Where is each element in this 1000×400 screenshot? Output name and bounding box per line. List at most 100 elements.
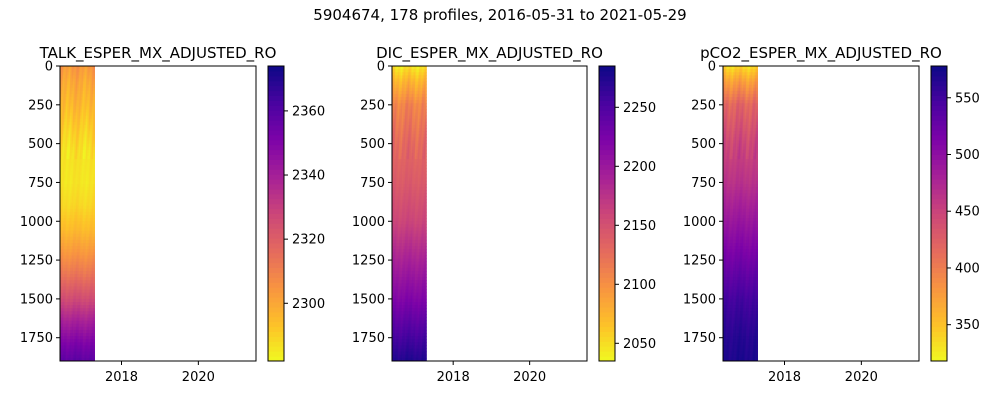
heatmap-cell	[75, 354, 78, 359]
heatmap-cell	[91, 149, 94, 154]
heatmap-cell	[410, 270, 413, 275]
heatmap-cell	[416, 125, 419, 129]
heatmap-cell	[420, 149, 423, 154]
heatmap-cell	[412, 317, 414, 322]
heatmap-cell	[402, 125, 404, 129]
heatmap-cell	[410, 149, 413, 154]
heatmap-cell	[64, 165, 67, 169]
heatmap-cell	[725, 134, 728, 138]
heatmap-cell	[394, 177, 397, 182]
heatmap-cell	[410, 224, 413, 228]
heatmap-cell	[422, 342, 424, 346]
heatmap-cell	[80, 292, 83, 297]
heatmap-cell	[64, 218, 67, 222]
heatmap-cell	[87, 351, 90, 356]
heatmap-cell	[77, 125, 80, 129]
heatmap-cell	[81, 221, 84, 225]
heatmap-cell	[87, 143, 90, 148]
heatmap-cell	[725, 103, 728, 107]
heatmap-cell	[81, 199, 84, 204]
heatmap-cell	[85, 174, 88, 179]
heatmap-cell	[410, 162, 413, 166]
heatmap-cell	[61, 283, 64, 287]
heatmap-cell	[71, 146, 74, 151]
heatmap-cell	[85, 208, 88, 213]
heatmap-cell	[422, 90, 424, 95]
heatmap-cell	[402, 227, 404, 231]
heatmap-cell	[71, 134, 74, 138]
heatmap-cell	[65, 199, 68, 204]
heatmap-cell	[400, 69, 403, 73]
heatmap-cell	[423, 193, 426, 197]
heatmap-cell	[400, 329, 403, 334]
heatmap-cell	[91, 302, 94, 306]
heatmap-cell	[84, 230, 87, 235]
colorbar-segment	[268, 203, 284, 210]
heatmap-cell	[90, 224, 93, 228]
heatmap-cell	[75, 168, 78, 172]
heatmap-cell	[61, 249, 64, 253]
heatmap-cell	[83, 171, 85, 176]
heatmap-cell	[420, 274, 423, 278]
colorbar-segment	[268, 228, 284, 234]
heatmap-cell	[71, 292, 74, 297]
heatmap-cell	[88, 81, 91, 86]
heatmap-cell	[68, 205, 71, 210]
heatmap-cell	[68, 103, 71, 107]
heatmap-cell	[403, 177, 406, 182]
heatmap-cell	[410, 308, 413, 312]
heatmap-cell	[397, 143, 400, 148]
heatmap-cell	[407, 146, 410, 151]
heatmap-cell	[67, 317, 70, 322]
heatmap-cell	[412, 280, 414, 284]
heatmap-cell	[74, 218, 77, 222]
heatmap-cell	[81, 230, 84, 235]
heatmap-cell	[65, 345, 68, 349]
heatmap-cell	[71, 233, 74, 238]
heatmap-cell	[64, 100, 67, 104]
heatmap-cell	[422, 84, 424, 89]
heatmap-cell	[91, 196, 94, 200]
heatmap-cell	[419, 84, 422, 89]
heatmap-cell	[91, 351, 94, 356]
heatmap-cell	[406, 277, 409, 281]
heatmap-cell	[725, 177, 728, 182]
heatmap-cell	[400, 218, 403, 222]
heatmap-cell	[68, 118, 71, 123]
heatmap-cell	[423, 121, 426, 126]
heatmap-cell	[71, 295, 74, 300]
heatmap-cell	[393, 125, 396, 129]
colorbar-segment	[599, 336, 615, 342]
heatmap-cell	[416, 264, 419, 269]
heatmap-cell	[399, 162, 401, 166]
heatmap-cell	[403, 354, 406, 359]
heatmap-cell	[71, 221, 74, 225]
heatmap-cell	[396, 168, 399, 172]
heatmap-cell	[403, 184, 406, 188]
heatmap-cell	[404, 190, 407, 194]
heatmap-cell	[74, 115, 77, 120]
heatmap-cell	[392, 97, 394, 101]
heatmap-cell	[72, 292, 75, 297]
heatmap-cell	[64, 342, 67, 346]
heatmap-cell	[404, 87, 407, 92]
heatmap-cell	[402, 277, 404, 281]
heatmap-cell	[60, 171, 62, 176]
heatmap-cell	[413, 258, 416, 263]
heatmap-cell	[68, 208, 71, 213]
heatmap-cell	[424, 236, 427, 241]
heatmap-cell	[72, 87, 75, 92]
heatmap-cell	[403, 190, 406, 194]
heatmap-cell	[393, 109, 396, 113]
heatmap-cell	[413, 339, 416, 343]
heatmap-cell	[422, 87, 424, 92]
heatmap-cell	[723, 131, 725, 135]
heatmap-cell	[409, 177, 412, 182]
heatmap-cell	[74, 112, 77, 117]
heatmap-cell	[410, 320, 413, 325]
heatmap-cell	[81, 280, 84, 284]
heatmap-cell	[414, 326, 417, 331]
heatmap-cell	[414, 246, 417, 250]
heatmap-cell	[724, 224, 727, 228]
heatmap-cell	[403, 171, 406, 176]
